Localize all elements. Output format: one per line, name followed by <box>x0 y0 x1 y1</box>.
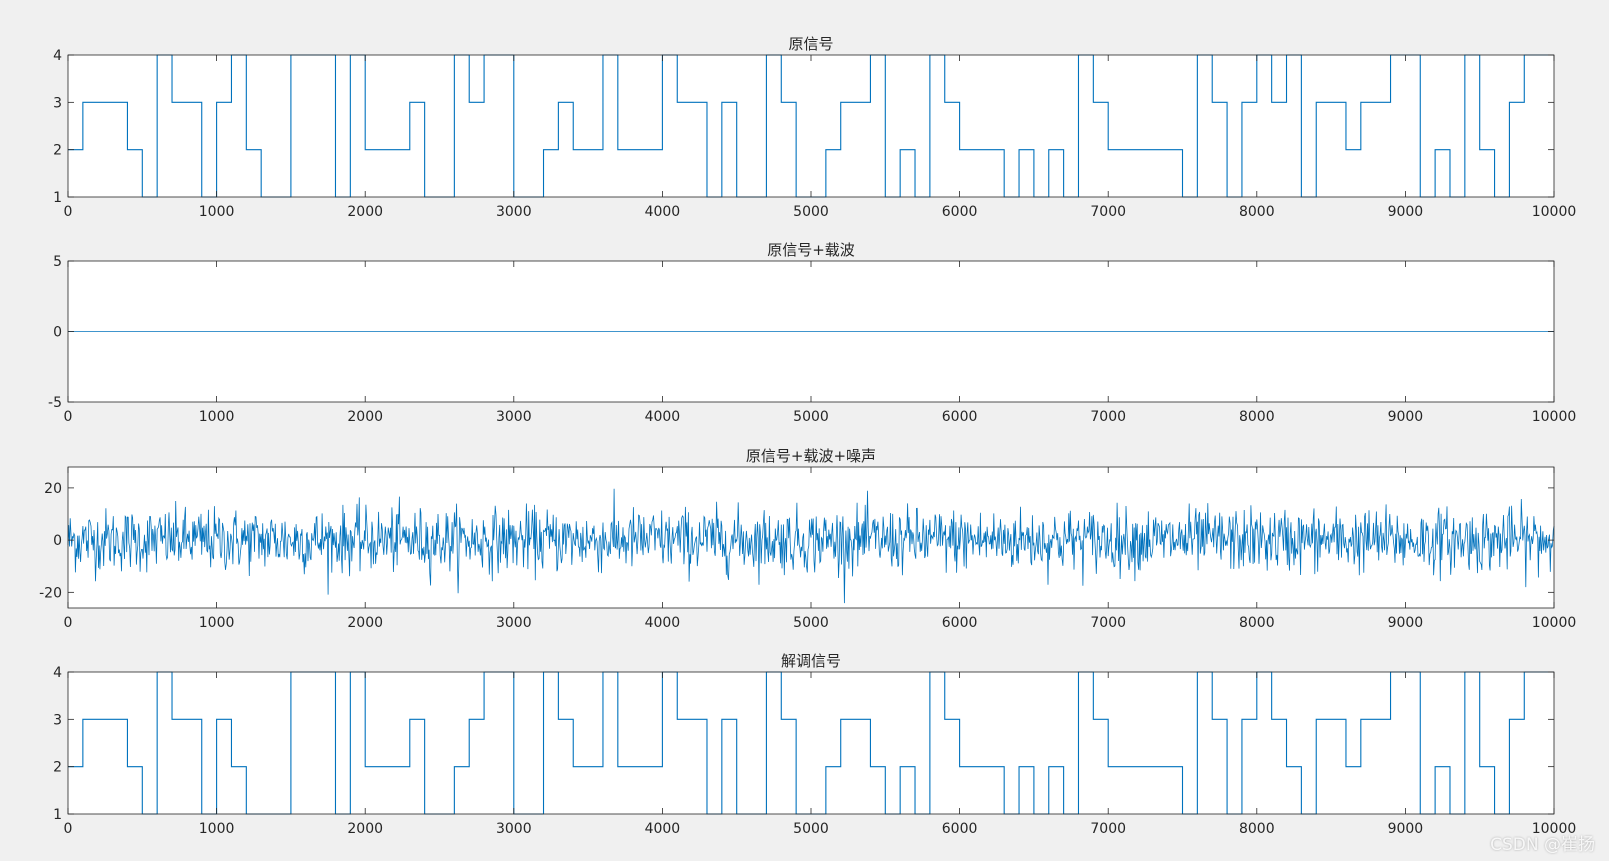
x-tick-label: 9000 <box>1388 409 1424 425</box>
x-tick-label: 9000 <box>1388 821 1424 837</box>
x-tick-label: 9000 <box>1388 204 1424 220</box>
x-tick-label: 9000 <box>1388 615 1424 631</box>
x-tick-label: 8000 <box>1239 409 1275 425</box>
x-tick-label: 1000 <box>199 821 235 837</box>
x-tick-label: 6000 <box>942 409 978 425</box>
y-tick-label: 0 <box>53 325 62 341</box>
subplot-3: 0 1000 2000 3000 4000 5000 6000 7000 8000 9000 100… <box>39 447 1576 631</box>
x-tick-label: 0 <box>64 821 73 837</box>
x-tick-label: 8000 <box>1239 204 1275 220</box>
x-tick-label: 7000 <box>1090 204 1126 220</box>
x-tick-label: 1000 <box>199 204 235 220</box>
x-tick-label: 10000 <box>1532 204 1577 220</box>
y-tick-label: -5 <box>48 395 62 411</box>
x-tick-label: 6000 <box>942 615 978 631</box>
plot-area <box>68 55 1554 197</box>
subplot-1: 0 1000 2000 3000 4000 5000 6000 7000 8000 9000 100… <box>53 35 1576 220</box>
x-tick-label: 5000 <box>793 409 829 425</box>
x-tick-label: 2000 <box>347 204 383 220</box>
series-line <box>67 488 1555 604</box>
y-tick-label: 4 <box>53 48 62 64</box>
x-tick-label: 7000 <box>1090 821 1126 837</box>
y-tick-label: 1 <box>53 190 62 206</box>
x-tick-label: 10000 <box>1532 615 1577 631</box>
x-tick-label: 3000 <box>496 821 532 837</box>
x-tick-label: 0 <box>64 615 73 631</box>
x-tick-label: 1000 <box>199 409 235 425</box>
x-tick-label: 7000 <box>1090 409 1126 425</box>
y-tick-label: 1 <box>53 807 62 823</box>
x-tick-label: 8000 <box>1239 821 1275 837</box>
subplot-2: 0 1000 2000 3000 4000 5000 6000 7000 8000 9000 100… <box>48 241 1576 425</box>
y-tick-label: 2 <box>53 143 62 159</box>
chart-title: 原信号+载波 <box>767 241 855 259</box>
x-tick-label: 3000 <box>496 615 532 631</box>
x-tick-label: 6000 <box>942 821 978 837</box>
x-tick-label: 4000 <box>645 615 681 631</box>
watermark: CSDN @崔扬 <box>1490 835 1595 855</box>
x-tick-label: 4000 <box>645 409 681 425</box>
x-tick-label: 2000 <box>347 821 383 837</box>
chart-title: 原信号 <box>788 35 833 53</box>
chart-title: 解调信号 <box>781 652 841 670</box>
x-tick-label: 2000 <box>347 409 383 425</box>
x-tick-label: 6000 <box>942 204 978 220</box>
x-tick-label: 0 <box>64 409 73 425</box>
x-tick-label: 10000 <box>1532 409 1577 425</box>
x-tick-label: 3000 <box>496 204 532 220</box>
plot-area <box>68 672 1554 814</box>
x-tick-label: 8000 <box>1239 615 1275 631</box>
chart-title: 原信号+载波+噪声 <box>746 447 876 465</box>
x-tick-label: 5000 <box>793 821 829 837</box>
x-tick-label: 10000 <box>1532 821 1577 837</box>
y-tick-label: -20 <box>39 585 62 601</box>
x-tick-label: 3000 <box>496 409 532 425</box>
x-tick-label: 2000 <box>347 615 383 631</box>
x-tick-label: 4000 <box>645 204 681 220</box>
y-tick-label: 5 <box>53 254 62 270</box>
y-tick-label: 4 <box>53 665 62 681</box>
x-tick-label: 5000 <box>793 615 829 631</box>
x-tick-label: 4000 <box>645 821 681 837</box>
y-tick-label: 3 <box>53 712 62 728</box>
y-tick-label: 0 <box>53 533 62 549</box>
x-tick-label: 5000 <box>793 204 829 220</box>
y-tick-label: 3 <box>53 95 62 111</box>
x-tick-label: 0 <box>64 204 73 220</box>
y-tick-label: 20 <box>44 481 62 497</box>
x-tick-label: 1000 <box>199 615 235 631</box>
y-tick-label: 2 <box>53 760 62 776</box>
x-tick-label: 7000 <box>1090 615 1126 631</box>
subplot-4: 0 1000 2000 3000 4000 5000 6000 7000 8000 9000 100… <box>53 652 1576 837</box>
